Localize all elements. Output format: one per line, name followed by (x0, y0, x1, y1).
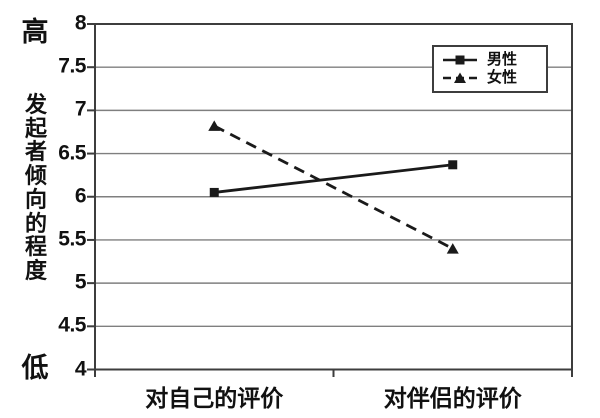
data-point-square (209, 187, 219, 197)
y-tick-label: 7 (74, 97, 87, 121)
y-axis-low-label: 低 (21, 353, 49, 383)
data-point-square (448, 160, 458, 170)
y-tick-label: 6 (74, 184, 87, 208)
data-point-triangle (208, 120, 221, 131)
y-axis-title: 发起者倾向的程度 (20, 93, 52, 283)
y-axis-title-char: 度 (24, 257, 47, 283)
y-tick-label: 4 (74, 357, 87, 381)
x-category-label: 对自己的评价 (145, 385, 284, 411)
y-tick-label: 6.5 (58, 141, 86, 165)
legend-label-male: 男性 (487, 51, 518, 68)
y-axis-title-char: 倾 (24, 163, 47, 189)
data-point-triangle (446, 243, 459, 254)
y-tick-label: 7.5 (58, 54, 86, 78)
y-tick-label: 5.5 (58, 227, 86, 251)
series-line-0 (214, 163, 453, 194)
legend: 男性 女性 (432, 45, 548, 93)
y-axis-title-char: 程 (24, 234, 47, 260)
y-tick-label: 8 (74, 11, 87, 35)
male-solid-line-square-icon (443, 55, 477, 65)
y-tick-label: 5 (74, 270, 87, 294)
x-axis-category-labels: 对自己的评价 对伴侣的评价 (0, 377, 600, 411)
legend-item-male: 男性 (442, 52, 546, 68)
x-category-label: 对伴侣的评价 (383, 385, 522, 411)
female-dashed-line-triangle-icon (443, 72, 477, 83)
series-line-1 (213, 124, 454, 250)
y-axis-title-char: 发 (24, 92, 47, 117)
y-axis-title-char: 者 (24, 139, 47, 165)
legend-label-female: 女性 (487, 69, 518, 86)
y-axis-high-label: 高 (21, 17, 49, 47)
y-axis-title-char: 起 (24, 115, 47, 141)
y-tick-label: 4.5 (58, 313, 86, 337)
y-axis-title-char: 向 (24, 186, 47, 212)
legend-item-female: 女性 (442, 70, 546, 86)
y-axis-title-char: 的 (24, 210, 47, 236)
